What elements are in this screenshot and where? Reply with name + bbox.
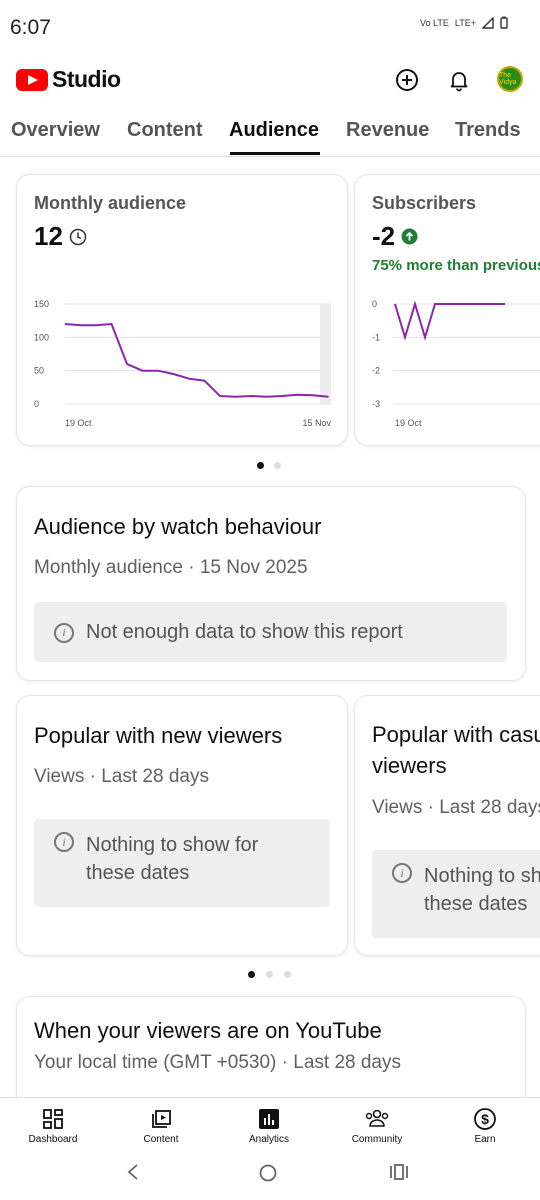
carousel-dot-active[interactable] xyxy=(257,462,264,469)
info-icon: i xyxy=(54,622,74,643)
carousel-dot[interactable] xyxy=(274,462,281,469)
series-line xyxy=(64,322,329,398)
tab-overview[interactable]: Overview xyxy=(11,119,100,141)
y-tick-label: 100 xyxy=(34,332,49,342)
bell-icon xyxy=(450,72,468,92)
y-tick-label: 0 xyxy=(34,399,39,409)
metric-value: -2 xyxy=(372,221,396,251)
monthly-audience-card[interactable]: Monthly audience 12 150 100 50 0 19 Oct 15 No… xyxy=(16,174,348,446)
info-icon: i xyxy=(54,832,74,852)
card-title: Audience by watch behaviour xyxy=(34,514,322,539)
tab-revenue[interactable]: Revenue xyxy=(346,119,430,141)
y-tick-label: -3 xyxy=(372,399,380,409)
card-title: Subscribers xyxy=(372,193,477,213)
subscribers-chart: 0 -1 -2 -3 19 Oct xyxy=(372,299,540,428)
tab-audience[interactable]: Audience xyxy=(229,119,320,141)
youtube-logo-icon xyxy=(16,68,48,91)
card-subtitle: Monthly audience · 15 Nov 2025 xyxy=(34,557,308,578)
analytics-icon xyxy=(256,1106,282,1132)
app-name: Studio xyxy=(52,66,121,92)
y-tick-label: -1 xyxy=(372,332,380,342)
monthly-audience-chart: 150 100 50 0 19 Oct 15 Nov xyxy=(34,299,331,428)
home-icon[interactable] xyxy=(258,1163,278,1183)
popular-new-viewers-card[interactable]: Popular with new viewers Views · Last 28… xyxy=(16,695,348,956)
lte-indicator: LTE+ xyxy=(454,17,476,28)
card-subtitle: Views · Last 28 days xyxy=(34,766,209,787)
empty-state: i Not enough data to show this report xyxy=(34,602,507,662)
carousel-dot[interactable] xyxy=(266,971,273,978)
account-avatar[interactable]: The Vidya xyxy=(497,66,523,92)
watch-behaviour-card: Audience by watch behaviour Monthly audi… xyxy=(16,486,526,681)
current-period-shade xyxy=(320,304,331,404)
community-icon xyxy=(364,1106,390,1132)
nav-dashboard[interactable]: Dashboard xyxy=(8,1106,98,1145)
dollar-icon: $ xyxy=(472,1106,498,1132)
nav-analytics[interactable]: Analytics xyxy=(224,1106,314,1145)
tab-bar: Overview Content Audience Revenue Trends xyxy=(0,112,540,157)
carousel-dot-active[interactable] xyxy=(248,971,255,978)
card-title: Popular with casual viewers xyxy=(372,722,540,778)
card-title: When your viewers are on YouTube xyxy=(34,1018,382,1043)
nav-earn[interactable]: $ Earn xyxy=(440,1106,530,1145)
carousel-dot[interactable] xyxy=(284,971,291,978)
series-line xyxy=(394,300,505,341)
studio-logo[interactable]: Studio xyxy=(16,66,121,93)
change-text: 75% more than previous xyxy=(372,257,540,274)
volte-indicator: Vo LTE xyxy=(420,17,449,28)
card-title: Popular with new viewers xyxy=(34,723,283,748)
svg-text:$: $ xyxy=(481,1111,489,1127)
card-subtitle: Views · Last 28 days xyxy=(372,797,540,818)
tab-content[interactable]: Content xyxy=(127,119,203,141)
active-tab-indicator xyxy=(230,152,320,155)
dashboard-icon xyxy=(40,1106,66,1132)
card-subtitle: Your local time (GMT +0530) · Last 28 da… xyxy=(34,1052,401,1073)
battery-icon xyxy=(500,16,508,29)
x-tick-label: 19 Oct xyxy=(395,418,422,428)
x-tick-label: 19 Oct xyxy=(65,418,92,428)
notifications-button[interactable] xyxy=(445,66,473,94)
subscribers-card[interactable]: Subscribers -2 75% more than previous 0 -… xyxy=(354,174,540,446)
nav-community[interactable]: Community xyxy=(332,1106,422,1145)
y-tick-label: -2 xyxy=(372,366,380,376)
y-tick-label: 50 xyxy=(34,366,44,376)
system-navigation-bar xyxy=(0,1157,540,1200)
status-icons: Vo LTE LTE+ xyxy=(420,16,508,29)
tab-trends[interactable]: Trends xyxy=(455,119,521,141)
bottom-navigation: Dashboard Content Analytics Community $ … xyxy=(0,1097,540,1158)
clock-icon xyxy=(69,228,87,245)
info-icon: i xyxy=(392,863,412,883)
y-tick-label: 0 xyxy=(372,299,377,309)
content-icon xyxy=(148,1106,174,1132)
back-icon[interactable] xyxy=(126,1163,140,1181)
card-title: Monthly audience xyxy=(34,193,187,213)
empty-state: i Nothing to show for these dates xyxy=(372,850,540,938)
create-button[interactable] xyxy=(393,66,421,94)
popular-casual-viewers-card[interactable]: Popular with casual viewers Views · Last… xyxy=(354,695,540,956)
status-time: 6:07 xyxy=(10,16,51,39)
empty-state: i Nothing to show for these dates xyxy=(34,819,330,907)
add-circle-icon xyxy=(396,69,418,91)
nav-content[interactable]: Content xyxy=(116,1106,206,1145)
y-tick-label: 150 xyxy=(34,299,49,309)
signal-icon xyxy=(482,16,494,29)
metric-value: 12 xyxy=(34,221,63,251)
recents-icon[interactable] xyxy=(389,1163,409,1181)
up-arrow-circle-icon xyxy=(401,228,418,245)
x-tick-label: 15 Nov xyxy=(302,418,331,428)
